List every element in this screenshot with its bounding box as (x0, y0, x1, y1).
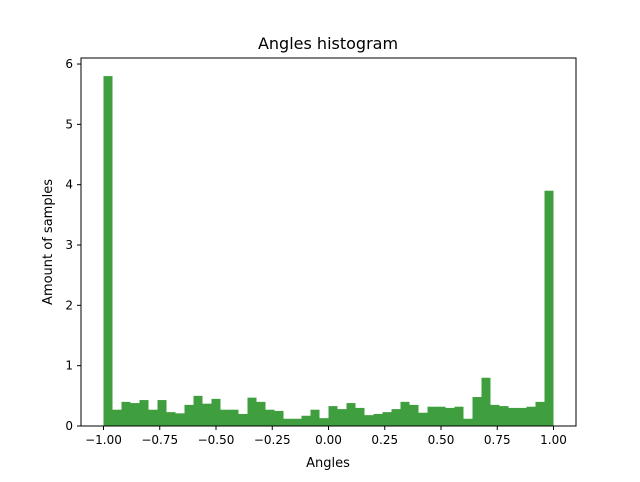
x-tick-label: −0.75 (141, 433, 178, 447)
histogram-bar (121, 401, 131, 426)
histogram-bar (436, 406, 446, 426)
histogram-bar (454, 406, 464, 426)
histogram-bar (247, 397, 257, 426)
histogram-bar (211, 398, 221, 426)
y-tick-label: 1 (65, 359, 73, 373)
histogram-bar (103, 76, 113, 426)
histogram-bar (256, 401, 266, 426)
y-tick-label: 6 (65, 57, 73, 71)
histogram-bar (517, 407, 527, 426)
x-tick-label: −1.00 (85, 433, 122, 447)
x-axis-label: Angles (306, 456, 350, 471)
histogram-bar (445, 407, 455, 426)
histogram-bar (202, 403, 212, 426)
x-tick-label: 0.25 (371, 433, 398, 447)
x-tick-label: −0.25 (254, 433, 291, 447)
y-axis-label: Amount of samples (41, 179, 56, 305)
histogram-bar (481, 377, 491, 426)
histogram-bar (337, 409, 347, 426)
histogram-bar (112, 409, 122, 426)
y-axis-ticks: 0 1 2 3 4 5 6 (65, 57, 81, 433)
histogram-bar (346, 403, 356, 426)
histogram-bar (535, 401, 545, 426)
x-tick-label: 1.00 (540, 433, 567, 447)
histogram-bar (238, 413, 248, 426)
histogram-bar (391, 409, 401, 426)
histogram-bar (274, 410, 284, 426)
y-tick-label: 3 (65, 238, 73, 252)
bars-group (103, 76, 554, 426)
histogram-bar (499, 406, 509, 426)
histogram-bar (427, 406, 437, 426)
histogram-bar (229, 409, 239, 426)
histogram-bar (166, 412, 176, 426)
chart-title: Angles histogram (258, 34, 398, 53)
histogram-bar (328, 406, 338, 426)
histogram-bar (418, 412, 428, 426)
histogram-bar (139, 400, 149, 426)
histogram-bar (373, 413, 383, 426)
x-tick-label: −0.50 (198, 433, 235, 447)
histogram-bar (265, 409, 275, 426)
x-tick-label: 0.75 (484, 433, 511, 447)
histogram-bar (310, 409, 320, 426)
x-tick-label: 0.00 (315, 433, 342, 447)
histogram-bar (184, 404, 194, 426)
histogram-bar (319, 418, 329, 426)
histogram-bar (130, 403, 140, 426)
histogram-bar (409, 404, 419, 426)
histogram-bar (292, 418, 302, 426)
x-axis-ticks: −1.00 −0.75 −0.50 −0.25 0.00 0.25 0.50 0.75 1.00 (85, 426, 567, 447)
histogram-bar (148, 409, 158, 426)
y-tick-label: 0 (65, 419, 73, 433)
histogram-bar (400, 401, 410, 426)
histogram-bar (157, 400, 167, 426)
histogram-bar (472, 397, 482, 426)
histogram-bar (220, 409, 230, 426)
histogram-bar (301, 415, 311, 426)
histogram-bar (463, 418, 473, 426)
histogram-bar (544, 190, 554, 426)
histogram-bar (490, 404, 500, 426)
histogram-bar (193, 395, 203, 426)
histogram-bar (175, 413, 185, 426)
y-tick-label: 4 (65, 178, 73, 192)
y-tick-label: 2 (65, 298, 73, 312)
histogram-bar (508, 407, 518, 426)
histogram-bar (526, 406, 536, 426)
y-tick-label: 5 (65, 117, 73, 131)
histogram-bar (355, 407, 365, 426)
histogram-bar (364, 415, 374, 426)
histogram-bar (283, 418, 293, 426)
x-tick-label: 0.50 (428, 433, 455, 447)
histogram-bar (382, 412, 392, 426)
